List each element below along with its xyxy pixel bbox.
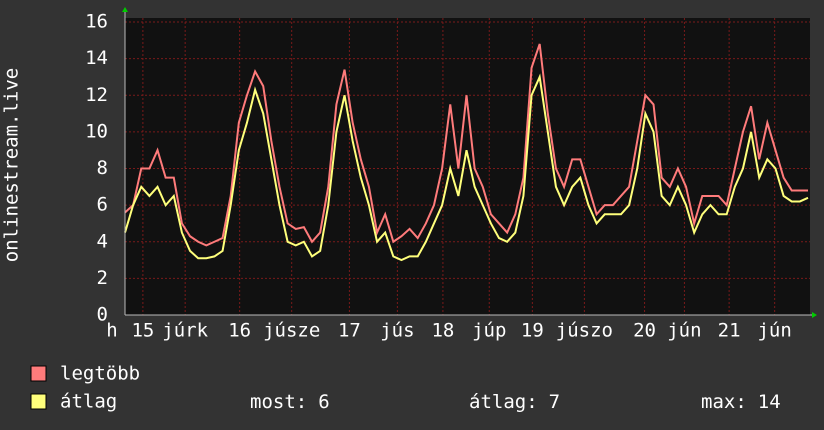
y-tick-label: 14 (85, 47, 108, 69)
x-tick-label: 21 (718, 320, 741, 342)
stat-label: átlag: (469, 391, 538, 413)
lines (124, 43, 809, 262)
x-tick-label: júsze (263, 320, 320, 342)
y-tick-label: 16 (85, 11, 108, 33)
y-arrow (122, 7, 128, 12)
stat-label: most: (250, 391, 307, 413)
stat: most: 6 (250, 391, 330, 413)
y-axis-label: onlinestream.live (1, 68, 23, 262)
legend-label: átlag (60, 391, 117, 413)
x-tick-label: jús (380, 320, 414, 342)
legend: legtöbb átlag most: 6 átlag: 7 max: 14 (30, 363, 781, 413)
stat: max: 14 (701, 391, 781, 413)
y-tick-label: 4 (97, 230, 108, 252)
x-tick-label: 20 (633, 320, 656, 342)
y-tick-label: 0 (97, 304, 108, 326)
y-tick-label: 6 (97, 194, 108, 216)
legend-swatch (30, 393, 47, 410)
y-tick-label: 10 (85, 120, 108, 142)
x-tick-label: 15 (131, 320, 154, 342)
x-tick-label: 19 (521, 320, 544, 342)
plot-area (125, 18, 810, 315)
legend-swatch (30, 365, 47, 382)
x-tick-label: jún (757, 320, 791, 342)
x-tick-label: 18 (431, 320, 454, 342)
x-tick-label: júp (472, 320, 506, 342)
stat-label: max: (701, 391, 747, 413)
y-tick-label: 8 (97, 157, 108, 179)
x-tick-label: júrk (162, 320, 208, 342)
y-tick-label: 2 (97, 267, 108, 289)
labels: 0 2 4 6 8 10 12 14 16 h 15 júrk 16 júsze 17 jús 18 júp 19 j… (85, 11, 792, 342)
stat-value: 6 (318, 391, 329, 413)
stat-value: 7 (549, 391, 560, 413)
legend-label: legtöbb (60, 363, 140, 385)
x-arrow (812, 312, 817, 318)
x-tick-label: júszo (556, 320, 613, 342)
stat-value: 14 (758, 391, 781, 413)
series-line (124, 43, 808, 247)
y-tick-label: 12 (85, 84, 108, 106)
x-tick-label: h (106, 320, 117, 342)
x-tick-label: 16 (228, 320, 251, 342)
stat: átlag: 7 (469, 391, 560, 413)
x-tick-label: jún (667, 320, 701, 342)
x-tick-label: 17 (338, 320, 361, 342)
series-line (124, 73, 809, 262)
